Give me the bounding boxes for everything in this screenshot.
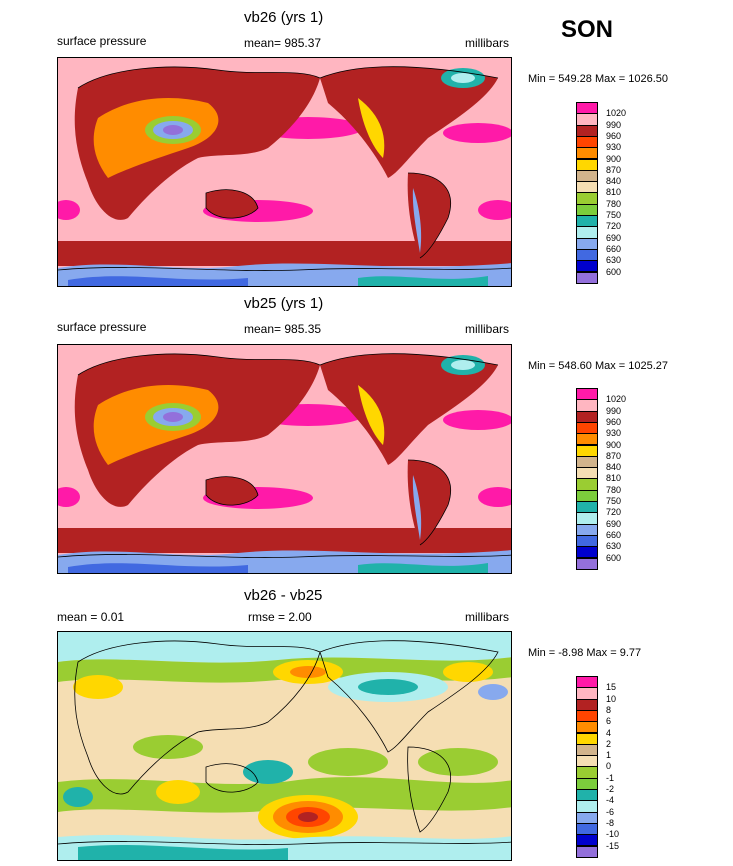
panel-1-variable-label: surface pressure [57, 34, 147, 48]
legend-label: 810 [606, 473, 622, 484]
legend-label: 10 [606, 693, 617, 704]
panel-1-title: vb26 (yrs 1) [244, 9, 324, 26]
legend-label: 0 [606, 761, 612, 772]
legend-label: 720 [606, 221, 622, 232]
legend-label: 6 [606, 716, 612, 727]
legend-label: 660 [606, 529, 622, 540]
panel-3-map [57, 631, 512, 861]
panel-2-title: vb25 (yrs 1) [244, 295, 324, 312]
legend-label: 870 [606, 164, 622, 175]
panel-1-minmax: Min = 549.28 Max = 1026.50 [528, 73, 669, 85]
legend-label: 2 [606, 738, 612, 749]
legend-label: 900 [606, 153, 622, 164]
legend-label: -4 [606, 795, 615, 806]
legend-label: 630 [606, 255, 622, 266]
panel-2-map [57, 344, 512, 574]
panel-2-minmax: Min = 548.60 Max = 1025.27 [528, 360, 669, 372]
legend-label: 600 [606, 552, 622, 563]
legend-label: 1 [606, 750, 612, 761]
legend-label: 810 [606, 187, 622, 198]
panel-2-units-label: millibars [465, 322, 510, 336]
legend-swatch [576, 845, 598, 858]
panel-1-map-graphic [58, 58, 511, 286]
legend-label: 960 [606, 130, 622, 141]
panel-2-mean-label: mean= 985.35 [244, 322, 322, 336]
legend-label: 990 [606, 119, 622, 130]
legend-label: 1020 [606, 394, 627, 405]
legend-label: 990 [606, 405, 622, 416]
legend-label: 15 [606, 682, 617, 693]
legend-label: 930 [606, 142, 622, 153]
legend-swatch [576, 557, 598, 570]
panel-3-units-label: millibars [465, 610, 510, 624]
legend-label: 690 [606, 232, 622, 243]
legend-label: 720 [606, 507, 622, 518]
panel-1-map [57, 57, 512, 287]
legend-label: 750 [606, 496, 622, 506]
panel-1-mean-label: mean= 985.37 [244, 36, 322, 50]
legend-label: 840 [606, 462, 622, 473]
legend-label: -10 [606, 829, 620, 840]
legend-label: -1 [606, 772, 615, 783]
legend-label: 930 [606, 428, 622, 439]
legend-label: 780 [606, 484, 622, 495]
legend-label: 1020 [606, 108, 627, 119]
legend-label: 8 [606, 704, 612, 715]
season-label: SON [561, 16, 614, 43]
legend-label: -8 [606, 817, 615, 828]
legend-label: -15 [606, 840, 620, 851]
legend-label: 690 [606, 518, 622, 529]
legend-label: 600 [606, 266, 622, 277]
panel-3-title: vb26 - vb25 [244, 587, 323, 604]
legend-label: 900 [606, 439, 622, 450]
legend-label: 4 [606, 727, 612, 738]
panel-3-minmax: Min = -8.98 Max = 9.77 [528, 647, 642, 659]
legend-label: -2 [606, 784, 615, 794]
panel-3-rmse-label: rmse = 2.00 [248, 610, 312, 624]
panel-1-units-label: millibars [465, 36, 510, 50]
legend-label: 750 [606, 210, 622, 220]
legend-label: 870 [606, 450, 622, 461]
panel-3-map-graphic [58, 632, 511, 860]
panel-2-map-graphic [58, 345, 511, 573]
panel-2-variable-label: surface pressure [57, 320, 147, 334]
legend-label: 630 [606, 541, 622, 552]
legend-label: 960 [606, 416, 622, 427]
legend-swatch [576, 271, 598, 284]
legend-label: 840 [606, 176, 622, 187]
panel-3-mean-label: mean = 0.01 [57, 610, 125, 624]
legend-label: 780 [606, 198, 622, 209]
legend-label: -6 [606, 806, 615, 817]
legend-label: 660 [606, 243, 622, 254]
